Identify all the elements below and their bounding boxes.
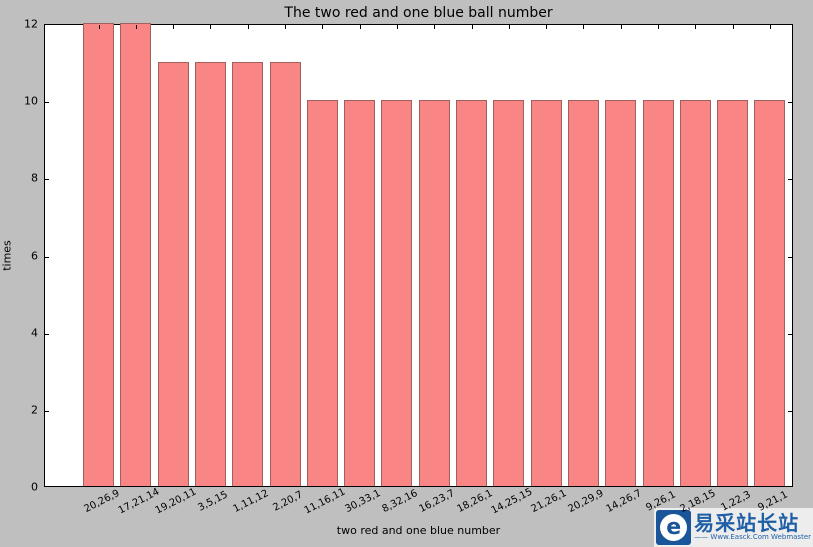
x-tick-label: 14,25,15 bbox=[489, 486, 535, 517]
y-tick-label: 2 bbox=[31, 403, 38, 417]
x-tick-top bbox=[508, 25, 510, 29]
x-tick-label: 2,20,7 bbox=[271, 489, 305, 514]
x-tick-top bbox=[285, 25, 286, 29]
x-tick-top bbox=[732, 25, 734, 29]
watermark-logo-glyph: e bbox=[660, 514, 688, 541]
y-tick bbox=[45, 411, 49, 412]
y-tick bbox=[788, 334, 792, 335]
bar bbox=[269, 62, 301, 486]
y-tick bbox=[45, 179, 49, 180]
bar bbox=[642, 100, 674, 486]
x-tick-label: 14,26,7 bbox=[604, 487, 644, 516]
bar bbox=[418, 100, 450, 486]
x-tick-label: 1,11,12 bbox=[231, 487, 271, 516]
x-tick-top bbox=[658, 25, 659, 29]
y-tick-label: 0 bbox=[31, 480, 38, 494]
bar bbox=[493, 100, 525, 486]
y-tick bbox=[788, 257, 792, 258]
x-tick-top bbox=[359, 25, 361, 29]
bar bbox=[605, 100, 637, 486]
y-tick bbox=[788, 411, 792, 412]
x-tick-top bbox=[135, 25, 137, 29]
x-tick-top bbox=[210, 25, 212, 29]
plot-area bbox=[44, 23, 793, 487]
x-tick-label: 30,33,1 bbox=[343, 487, 383, 516]
y-tick bbox=[45, 334, 49, 335]
x-tick-label: 18,26,1 bbox=[454, 487, 495, 516]
x-tick-top bbox=[322, 25, 324, 29]
y-tick-label: 6 bbox=[31, 249, 38, 263]
bar bbox=[344, 100, 376, 486]
y-tick-label: 8 bbox=[31, 171, 38, 185]
x-tick-top bbox=[471, 25, 473, 29]
x-tick-top bbox=[434, 25, 436, 29]
x-tick-label: 20,26,9 bbox=[81, 487, 122, 516]
x-tick-label: 17,21,14 bbox=[116, 486, 162, 517]
bar bbox=[83, 23, 114, 486]
bar bbox=[157, 62, 189, 486]
bar bbox=[120, 23, 152, 486]
bar bbox=[717, 100, 749, 486]
watermark-text: 易采站长站 —— Www.Easck.Com Webmaster bbox=[694, 513, 811, 541]
x-tick-top bbox=[546, 25, 548, 29]
x-tick-label: 20,29,9 bbox=[566, 487, 606, 516]
x-tick-top bbox=[173, 25, 175, 29]
x-tick-top bbox=[396, 25, 398, 29]
bar bbox=[306, 100, 338, 486]
x-tick-label: 16,23,7 bbox=[417, 487, 457, 516]
watermark-subtitle: —— Www.Easck.Com Webmaster bbox=[694, 533, 811, 542]
x-tick-label: 21,26,1 bbox=[529, 487, 569, 516]
watermark-logo-icon: e bbox=[656, 510, 692, 545]
bar bbox=[381, 100, 413, 486]
x-tick-label: 3,5,15 bbox=[196, 489, 231, 514]
bar bbox=[232, 62, 264, 486]
watermark: e 易采站长站 —— Www.Easck.Com Webmaster bbox=[654, 508, 813, 547]
x-tick-top bbox=[769, 25, 771, 29]
x-axis-label: two red and one blue number bbox=[336, 524, 501, 537]
y-tick-label: 10 bbox=[24, 94, 38, 108]
x-tick-top bbox=[620, 25, 622, 29]
bar bbox=[567, 100, 599, 486]
chart-title: The two red and one blue ball number bbox=[284, 5, 553, 21]
x-tick-label: 11,16,11 bbox=[302, 486, 348, 517]
bar bbox=[456, 100, 487, 486]
y-tick bbox=[45, 257, 49, 258]
bar bbox=[194, 62, 226, 486]
x-tick-top bbox=[695, 25, 697, 29]
x-tick-top bbox=[247, 25, 249, 29]
y-tick-label: 12 bbox=[24, 17, 38, 31]
y-tick-label: 4 bbox=[31, 326, 38, 340]
bar bbox=[754, 100, 786, 486]
y-tick bbox=[788, 102, 792, 103]
bar bbox=[530, 100, 562, 486]
x-tick-top bbox=[583, 25, 585, 29]
watermark-site-name: 易采站长站 bbox=[694, 511, 800, 536]
x-tick-label: 8,32,16 bbox=[380, 487, 420, 516]
y-tick bbox=[45, 102, 49, 103]
bar bbox=[679, 100, 711, 486]
x-tick-top bbox=[98, 25, 100, 29]
y-tick bbox=[788, 179, 792, 180]
x-tick-label: 19,20,11 bbox=[153, 486, 199, 517]
